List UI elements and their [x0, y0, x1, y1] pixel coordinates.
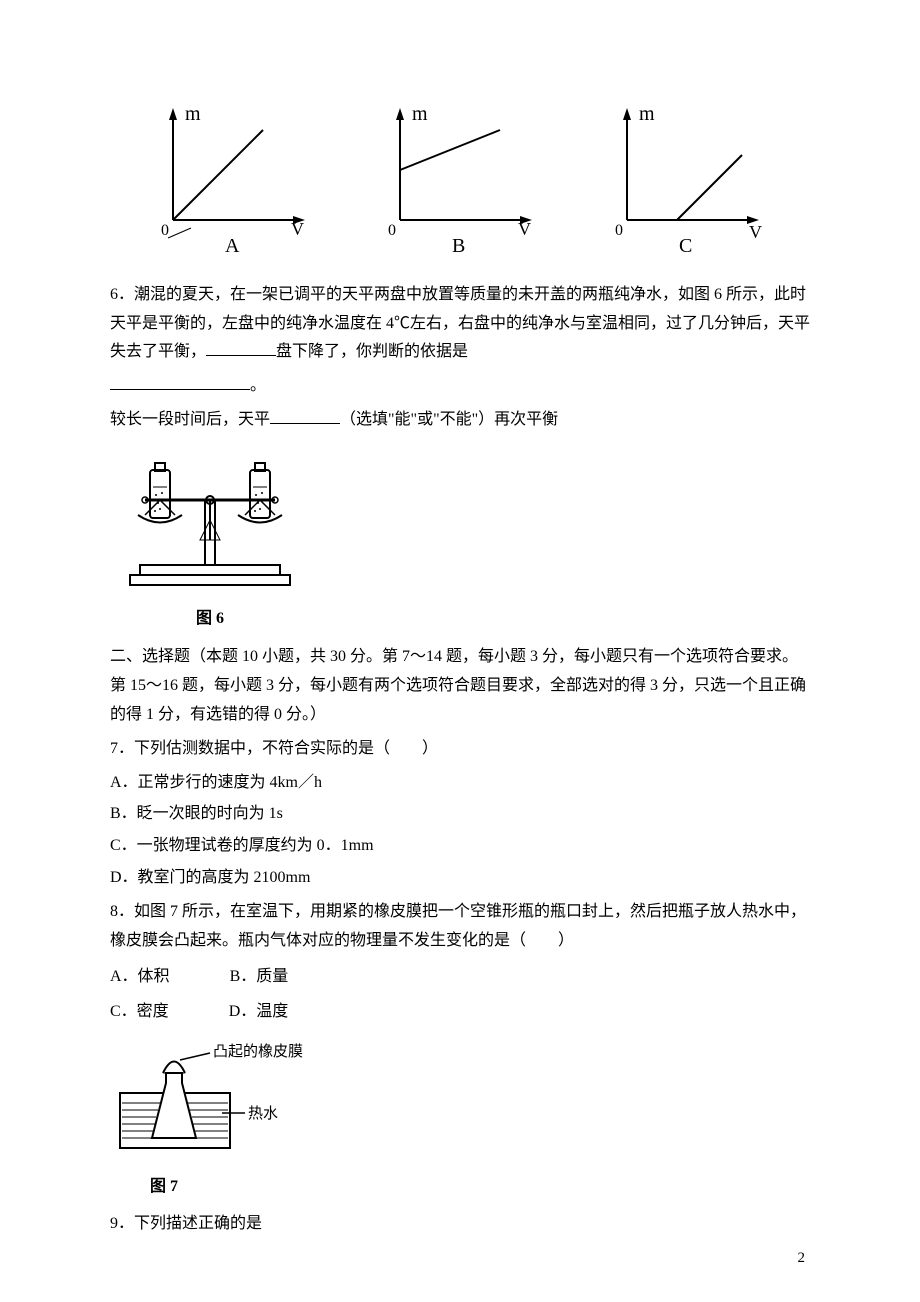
- question-6: 6．潮混的夏天，在一架已调平的天平两盘中放置等质量的未开盖的两瓶纯净水，如图 6…: [110, 281, 810, 367]
- q6-text5: （选填"能"或"不能"）再次平衡: [340, 411, 558, 428]
- q6-text3: 。: [250, 377, 266, 394]
- q7-option-a: A．正常步行的速度为 4km／h: [110, 769, 810, 798]
- q7-option-c: C．一张物理试卷的厚度约为 0．1mm: [110, 832, 810, 861]
- question-6-line2: 。: [110, 372, 810, 401]
- svg-text:m: m: [412, 103, 428, 125]
- section-2-title: 二、选择题（本题 10 小题，共 30 分。第 7～14 题，每小题 3 分，每…: [110, 643, 810, 729]
- svg-text:V: V: [749, 222, 762, 242]
- chart-b: m 0 V B: [370, 100, 550, 266]
- q6-text4: 较长一段时间后，天平: [110, 411, 270, 428]
- question-6-line3: 较长一段时间后，天平 （选填"能"或"不能"）再次平衡: [110, 406, 810, 435]
- figure-7-caption: 图 7: [150, 1173, 320, 1202]
- q6-blank2: [110, 374, 250, 390]
- q7-option-d: D．教室门的高度为 2100mm: [110, 864, 810, 893]
- svg-text:0: 0: [615, 222, 623, 239]
- svg-text:V: V: [518, 219, 531, 239]
- question-8-stem: 8．如图 7 所示，在室温下，用期紧的橡皮膜把一个空锥形瓶的瓶口封上，然后把瓶子…: [110, 898, 810, 956]
- chart-a: m 0 V A: [143, 100, 323, 266]
- question-7-stem: 7．下列估测数据中，不符合实际的是（ ）: [110, 735, 810, 764]
- page-number: 2: [798, 1245, 806, 1272]
- q8-option-d: D．温度: [229, 998, 289, 1027]
- mv-charts-row: m 0 V A m 0 V B m: [110, 100, 810, 266]
- svg-text:0: 0: [388, 222, 396, 239]
- q6-blank3: [270, 408, 340, 424]
- hot-water-label: 热水: [248, 1105, 278, 1122]
- chart-c: m 0 V C: [597, 100, 777, 266]
- question-9-stem: 9．下列描述正确的是: [110, 1210, 810, 1239]
- svg-text:m: m: [185, 103, 201, 125]
- svg-text:A: A: [225, 235, 240, 255]
- q8-option-a: A．体积: [110, 963, 170, 992]
- figure-6: 图 6: [110, 445, 310, 634]
- q8-option-c: C．密度: [110, 998, 169, 1027]
- q8-options-row2: C．密度 D．温度: [110, 995, 810, 1030]
- figure-6-caption: 图 6: [110, 605, 310, 634]
- figure-7: 凸起的橡皮膜 热水 图 7: [110, 1038, 320, 1202]
- svg-text:B: B: [452, 235, 465, 255]
- membrane-label: 凸起的橡皮膜: [213, 1043, 303, 1060]
- q8-option-b: B．质量: [230, 963, 289, 992]
- svg-text:C: C: [679, 235, 692, 255]
- q6-blank1: [206, 340, 276, 356]
- q6-text2: 盘下降了，你判断的依据是: [276, 343, 468, 360]
- svg-text:0: 0: [161, 222, 169, 239]
- q8-options-row1: A．体积 B．质量: [110, 960, 810, 995]
- svg-text:m: m: [639, 103, 655, 125]
- svg-text:V: V: [291, 219, 304, 239]
- q7-option-b: B．眨一次眼的时向为 1s: [110, 800, 810, 829]
